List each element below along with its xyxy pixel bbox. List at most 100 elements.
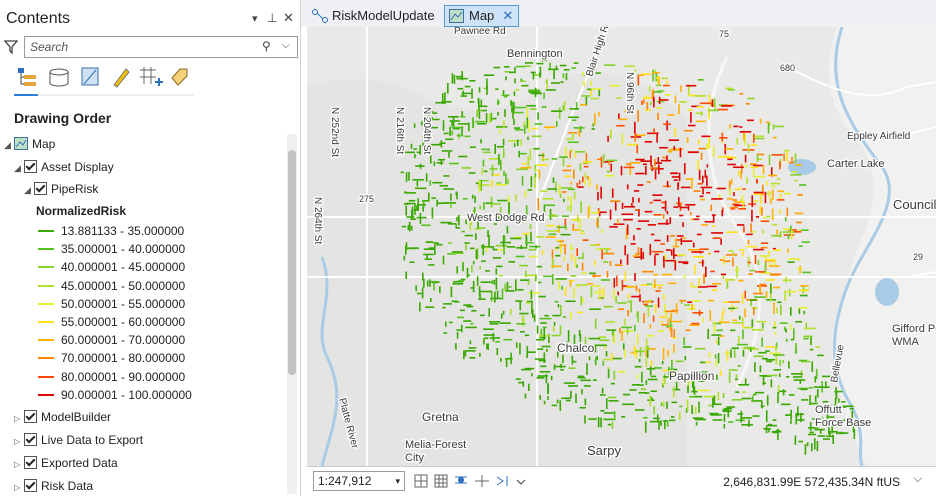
map-label: WMA xyxy=(892,336,920,348)
checkbox[interactable] xyxy=(24,160,37,173)
legend-label: 50.000001 - 55.000000 xyxy=(61,296,186,311)
map-label: Council Bluffs xyxy=(893,197,936,212)
legend-swatch xyxy=(38,266,54,269)
status-tools xyxy=(414,474,526,488)
legend-swatch xyxy=(38,321,54,323)
map-label: 29 xyxy=(913,252,923,262)
pin-button[interactable]: ⊥ xyxy=(267,11,278,25)
map-label: Offutt xyxy=(815,404,842,416)
refresh-tool[interactable] xyxy=(496,476,508,486)
map-label: Pawnee Rd xyxy=(454,27,506,37)
checkbox[interactable] xyxy=(34,182,47,195)
coordinates-dropdown[interactable]: ⌵ xyxy=(913,473,922,485)
toolbar xyxy=(14,67,194,96)
search-box[interactable]: Search ⚲ ⌵ xyxy=(24,36,298,58)
map-label: 75 xyxy=(719,29,729,39)
contents-pane: Contents ▾ ⊥ ✕ Search ⚲ ⌵ Drawing Order … xyxy=(0,0,301,496)
symbol-field: NormalizedRisk xyxy=(36,204,127,218)
map-label: Chalco xyxy=(557,341,595,355)
search-placeholder: Search xyxy=(30,40,69,54)
legend-item: 35.000001 - 40.000000 xyxy=(38,239,185,259)
map-label: N 96th St xyxy=(624,72,635,114)
map-label: Papillion xyxy=(669,369,714,383)
expander: ▷ xyxy=(14,414,21,423)
toolbar-active xyxy=(14,94,38,96)
pause-tool[interactable] xyxy=(475,475,489,487)
tab-active[interactable]: Map ✕ xyxy=(444,5,520,27)
list-by-editing[interactable] xyxy=(113,68,130,88)
map-label: N 204th St xyxy=(421,107,432,154)
checkbox[interactable] xyxy=(24,456,37,469)
map-name: Map xyxy=(32,137,56,151)
status-bar: 1:247,912 ▾ 2,646,831.99E 572,435.34N ft… xyxy=(307,466,936,497)
map-label: Bennington xyxy=(507,48,563,60)
toolbar-rule xyxy=(38,94,194,96)
scale-dropdown[interactable]: ▾ xyxy=(395,476,400,486)
map-label: Gretna xyxy=(422,410,459,424)
map-label: Force Base xyxy=(815,417,871,429)
filter-icon[interactable] xyxy=(4,39,18,55)
river xyxy=(320,256,339,466)
layer-item[interactable]: ▷ Risk Data xyxy=(14,476,93,496)
tools-dropdown[interactable] xyxy=(516,479,526,485)
legend-label: 13.881133 - 35.000000 xyxy=(61,224,185,238)
layer-item[interactable]: ▷ ModelBuilder xyxy=(14,407,111,427)
lake xyxy=(875,278,899,306)
map-label: Sarpy xyxy=(587,443,621,458)
list-by-snapping[interactable] xyxy=(140,67,163,86)
map-label: 680 xyxy=(780,63,795,73)
group-layer[interactable]: ◢ Asset Display xyxy=(14,160,114,174)
map-item[interactable]: ◢ Map xyxy=(4,137,56,151)
highway xyxy=(707,56,761,388)
legend-item: 70.000001 - 80.000000 xyxy=(38,348,185,368)
close-button[interactable]: ✕ xyxy=(283,10,294,25)
tab[interactable]: RiskModelUpdate xyxy=(308,6,441,26)
table-tool[interactable] xyxy=(434,474,448,488)
expander: ▷ xyxy=(14,437,21,446)
scale-box[interactable]: 1:247,912 ▾ xyxy=(313,471,405,491)
search-icon[interactable]: ⚲ xyxy=(262,39,271,53)
expander: ▷ xyxy=(14,460,21,469)
map-label: Eppley Airfield xyxy=(847,131,910,142)
layer-name: ModelBuilder xyxy=(41,410,112,424)
map-label: N 216th St xyxy=(394,107,405,154)
legend-label: 60.000001 - 70.000000 xyxy=(61,333,186,348)
checkbox[interactable] xyxy=(24,479,37,492)
tab-label: RiskModelUpdate xyxy=(332,8,435,23)
legend-swatch xyxy=(38,302,54,305)
scroll-thumb[interactable] xyxy=(288,150,296,375)
legend-item: 40.000001 - 45.000000 xyxy=(38,257,185,277)
layer-name: Live Data to Export xyxy=(41,433,144,447)
tab-label: Map xyxy=(469,8,495,23)
coordinates: 2,646,831.99E 572,435.34N ftUS xyxy=(723,475,900,489)
checkbox[interactable] xyxy=(24,410,37,423)
grid-tool[interactable] xyxy=(414,474,428,488)
list-by-drawing-order[interactable] xyxy=(18,68,36,86)
map-label: City xyxy=(405,452,424,464)
search-dropdown[interactable]: ⌵ xyxy=(282,40,290,51)
list-by-selection[interactable] xyxy=(81,67,99,86)
tab-bar xyxy=(301,0,936,27)
map-label: N 252nd St xyxy=(329,107,340,157)
scrollbar[interactable] xyxy=(287,134,297,494)
map-label: Gifford Point xyxy=(892,323,936,335)
checkbox[interactable] xyxy=(24,433,37,446)
legend-swatch xyxy=(38,284,54,287)
list-by-source[interactable] xyxy=(49,68,69,87)
layer-name: Exported Data xyxy=(41,456,118,470)
snapping-tool[interactable] xyxy=(455,476,467,484)
layer-item[interactable]: ▷ Live Data to Export xyxy=(14,430,143,450)
legend-label: 70.000001 - 80.000000 xyxy=(61,351,186,366)
pane-menu[interactable]: ▾ xyxy=(252,13,258,25)
tab-close[interactable]: ✕ xyxy=(502,8,514,23)
layer-name: PipeRisk xyxy=(51,182,99,196)
list-by-labeling[interactable] xyxy=(171,68,188,86)
legend-item: 55.000001 - 60.000000 xyxy=(38,312,185,332)
layer-name: Risk Data xyxy=(41,479,94,493)
legend-label: 45.000001 - 50.000000 xyxy=(61,278,186,293)
layer-item[interactable]: ◢ PipeRisk xyxy=(24,182,99,196)
legend-swatch xyxy=(38,393,54,396)
layer-item[interactable]: ▷ Exported Data xyxy=(14,453,118,473)
